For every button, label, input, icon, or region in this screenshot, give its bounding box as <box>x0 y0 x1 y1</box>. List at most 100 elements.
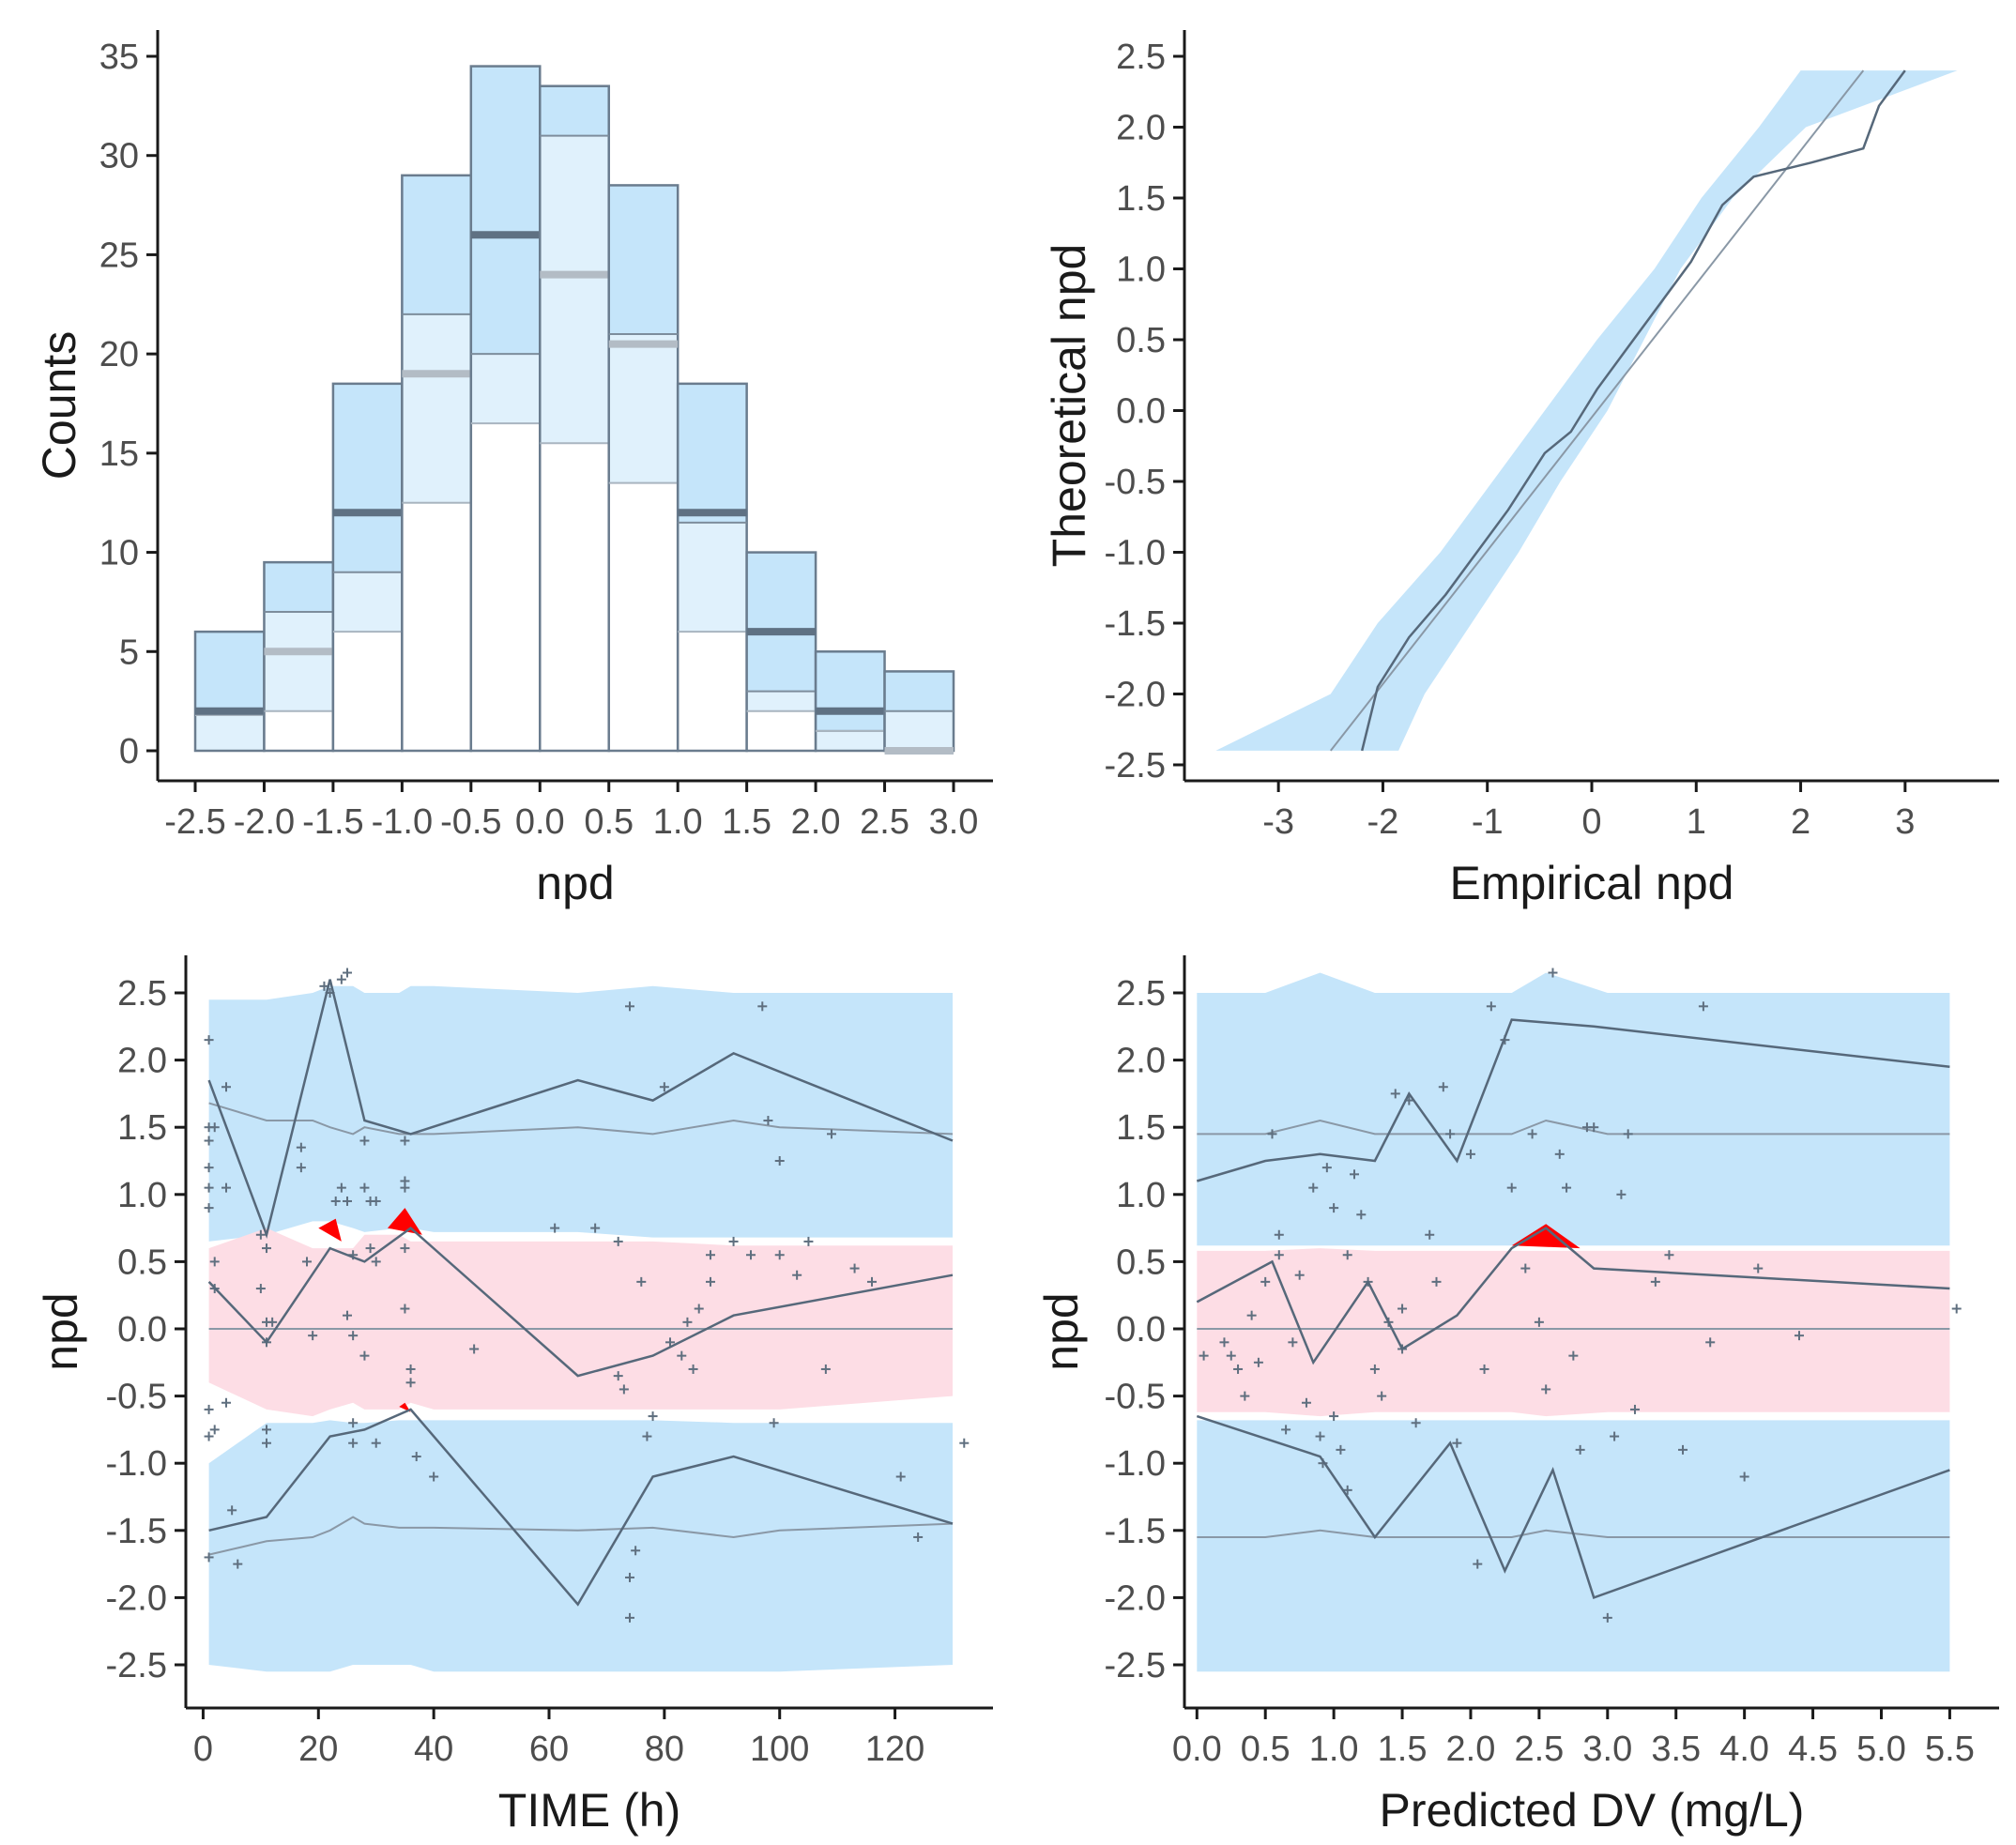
x-tick-label: -2 <box>1367 802 1399 842</box>
y-tick-label: 2.5 <box>1116 974 1166 1014</box>
x-tick-label: 2.5 <box>860 802 909 842</box>
observation-point <box>221 1397 231 1408</box>
observation-point <box>400 1243 410 1254</box>
y-tick-label: -0.5 <box>1105 1378 1166 1417</box>
observation-point <box>757 1001 768 1012</box>
pi-band-median <box>1197 1248 1950 1417</box>
y-tick-label: 10 <box>99 534 139 573</box>
observation-point <box>706 1276 715 1287</box>
x-tick-label: 4.5 <box>1788 1730 1838 1769</box>
observation-point <box>1329 1203 1339 1213</box>
qq-identity-line <box>1330 69 1865 752</box>
y-tick-label: 20 <box>99 335 139 374</box>
y-tick-label: 0 <box>119 732 139 771</box>
x-tick-label: 0.0 <box>515 802 565 842</box>
x-tick-label: -2.5 <box>164 802 225 842</box>
observation-point <box>1411 1418 1421 1428</box>
observation-point <box>792 1270 802 1280</box>
observation-point <box>359 1136 370 1146</box>
observation-point <box>895 1471 906 1482</box>
x-tick-label: 5.5 <box>1925 1730 1975 1769</box>
y-tick-label: 1.5 <box>1116 179 1166 219</box>
x-tick-label: 5.0 <box>1856 1730 1906 1769</box>
y-tick-label: 2.0 <box>1116 109 1166 148</box>
observation-point <box>1267 1129 1277 1139</box>
observation-point <box>613 1236 623 1246</box>
observation-point <box>1301 1397 1311 1408</box>
observation-point <box>371 1196 381 1206</box>
observation-point <box>1548 968 1558 978</box>
observation-point <box>1568 1350 1579 1361</box>
observation-point <box>1397 1304 1408 1314</box>
observation-point <box>648 1411 658 1422</box>
x-tick-label: 2 <box>1791 802 1810 842</box>
y-tick-label: -0.5 <box>106 1378 167 1417</box>
x-tick-label: 1 <box>1687 802 1706 842</box>
x-tick-label: 3.0 <box>1582 1730 1632 1769</box>
x-tick-label: 60 <box>529 1730 569 1769</box>
hist-bar-inner <box>540 135 609 444</box>
x-tick-label: -1.0 <box>372 802 433 842</box>
y-tick-label: -1.0 <box>1105 1444 1166 1484</box>
observation-point <box>1486 1001 1496 1012</box>
observation-point <box>296 1142 306 1152</box>
x-axis-title: TIME (h) <box>498 1784 680 1837</box>
observation-point <box>204 1203 214 1213</box>
observation-point <box>209 1257 220 1267</box>
observation-point <box>1390 1089 1400 1099</box>
x-tick-label: 3 <box>1895 802 1915 842</box>
obs-percentile-line-upper <box>1196 1018 1950 1182</box>
hist-bar-inner <box>195 714 265 751</box>
observation-point <box>1506 1182 1517 1193</box>
observation-point <box>371 1438 381 1448</box>
observation-point <box>631 1546 641 1556</box>
x-tick-label: -1 <box>1472 802 1504 842</box>
observation-point <box>1616 1189 1627 1199</box>
x-tick-label: 2.0 <box>1446 1730 1496 1769</box>
y-tick-label: 1.0 <box>1116 251 1166 290</box>
y-tick-label: 0.5 <box>117 1243 167 1282</box>
observation-point <box>625 1001 634 1012</box>
observation-point <box>1554 1149 1565 1159</box>
x-tick-label: -2.0 <box>234 802 295 842</box>
y-tick-label: -1.0 <box>1105 534 1166 573</box>
observation-point <box>1623 1129 1633 1139</box>
y-axis-title: Counts <box>33 331 85 480</box>
observation-point <box>1329 1411 1339 1422</box>
y-tick-label: 0.0 <box>1116 1310 1166 1349</box>
observation-point <box>636 1276 647 1287</box>
observation-point <box>255 1229 266 1240</box>
y-tick-label: 1.0 <box>117 1176 167 1215</box>
observation-point <box>1274 1229 1284 1240</box>
observation-point <box>613 1371 623 1381</box>
observation-point <box>1425 1229 1435 1240</box>
observation-point <box>209 1122 220 1133</box>
y-tick-label: -1.0 <box>106 1444 167 1484</box>
x-tick-label: 120 <box>865 1730 924 1769</box>
obs-percentile-line-upper <box>207 979 954 1240</box>
observation-point <box>302 1257 312 1267</box>
x-tick-label: 0.0 <box>1172 1730 1222 1769</box>
observation-point <box>343 1196 352 1206</box>
observation-point <box>204 1404 214 1414</box>
observation-point <box>233 1559 243 1569</box>
observation-point <box>262 1438 271 1448</box>
x-axis-title: Empirical npd <box>1450 857 1734 909</box>
observation-point <box>774 1250 785 1260</box>
observation-point <box>204 1182 214 1193</box>
observation-point <box>1479 1364 1489 1374</box>
observation-point <box>706 1250 715 1260</box>
x-tick-label: -3 <box>1262 802 1294 842</box>
y-axis-title: Theoretical npd <box>1043 244 1095 568</box>
observation-point <box>1342 1485 1352 1495</box>
observation-point <box>1650 1276 1660 1287</box>
observation-point <box>1951 1304 1962 1314</box>
observation-point <box>1739 1471 1749 1482</box>
x-tick-label: 4.0 <box>1719 1730 1769 1769</box>
qq-plot-panel: -3 -2 -1 0 1 2 3 -2.5 -2.0 -1.5 -1.0 -0.5 0.0 0.5 1.0 1… <box>1043 30 1999 909</box>
x-tick-label: 1.5 <box>1378 1730 1428 1769</box>
observation-point <box>1199 1350 1209 1361</box>
observation-point <box>827 1129 836 1139</box>
x-tick-label: -1.5 <box>302 802 363 842</box>
y-tick-label: 0.5 <box>1116 1243 1166 1282</box>
